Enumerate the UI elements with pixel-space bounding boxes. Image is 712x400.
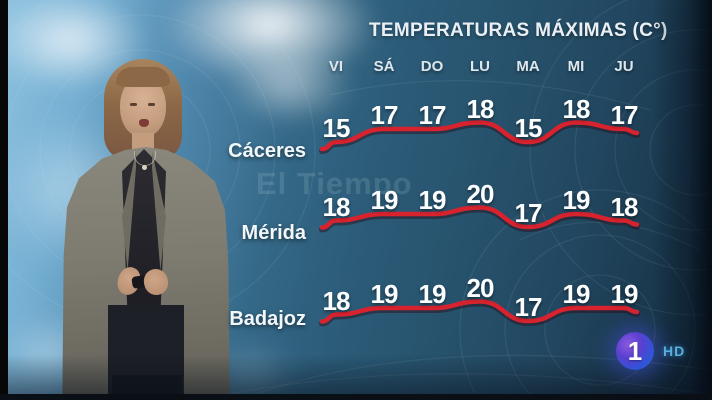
temp-value: 17 bbox=[514, 292, 543, 322]
day-label: JU bbox=[614, 58, 634, 75]
city-label: Cáceres bbox=[228, 140, 306, 162]
temp-value: 19 bbox=[610, 279, 639, 309]
trend-line bbox=[319, 299, 640, 324]
presenter-mouth bbox=[139, 119, 149, 127]
trend-line bbox=[319, 205, 640, 230]
temp-value: 18 bbox=[466, 93, 495, 124]
presenter-eye bbox=[148, 103, 155, 106]
presenter-eye bbox=[130, 103, 137, 106]
right-vignette bbox=[652, 0, 712, 400]
temp-value: 17 bbox=[418, 100, 447, 130]
necklace-pendant bbox=[142, 165, 147, 170]
program-watermark: El Tiempo bbox=[256, 166, 413, 201]
city-label: Badajoz bbox=[229, 308, 306, 330]
temp-value: 19 bbox=[370, 185, 399, 215]
temp-value: 18 bbox=[562, 93, 591, 124]
temp-value: 19 bbox=[370, 279, 399, 309]
temp-value: 20 bbox=[466, 178, 495, 209]
temp-value: 19 bbox=[418, 185, 447, 215]
channel-logo-number: 1 bbox=[627, 335, 643, 366]
day-label: SÁ bbox=[373, 58, 395, 75]
temp-value: 17 bbox=[370, 100, 399, 130]
day-label: MA bbox=[516, 58, 540, 75]
cloud-shape bbox=[200, 30, 380, 140]
bottom-letterbox-bar bbox=[0, 394, 712, 400]
temp-value: 20 bbox=[466, 272, 495, 303]
trend-line bbox=[319, 120, 640, 152]
temp-value: 19 bbox=[418, 279, 447, 309]
presenter-hair-fringe bbox=[116, 67, 170, 87]
temp-value: 17 bbox=[514, 198, 543, 228]
city-label: Mérida bbox=[241, 222, 306, 244]
bottom-vignette bbox=[0, 354, 712, 400]
day-label: LU bbox=[470, 58, 490, 75]
hd-badge: HD bbox=[663, 343, 686, 359]
temp-value: 15 bbox=[514, 113, 543, 143]
chart-title: TEMPERATURAS MÁXIMAS (C°) bbox=[369, 20, 668, 41]
temp-value: 17 bbox=[610, 100, 639, 130]
day-label: DO bbox=[420, 58, 444, 75]
temp-value: 18 bbox=[322, 285, 351, 316]
day-label: VI bbox=[328, 58, 344, 75]
temp-value: 19 bbox=[562, 185, 591, 215]
temp-value: 19 bbox=[562, 279, 591, 309]
left-letterbox-bar bbox=[0, 0, 8, 400]
temp-value: 18 bbox=[610, 191, 639, 222]
temp-value: 18 bbox=[322, 191, 351, 222]
day-label: MI bbox=[567, 58, 585, 75]
temp-value: 15 bbox=[322, 113, 351, 143]
channel-logo-la1: 1 bbox=[616, 332, 654, 370]
